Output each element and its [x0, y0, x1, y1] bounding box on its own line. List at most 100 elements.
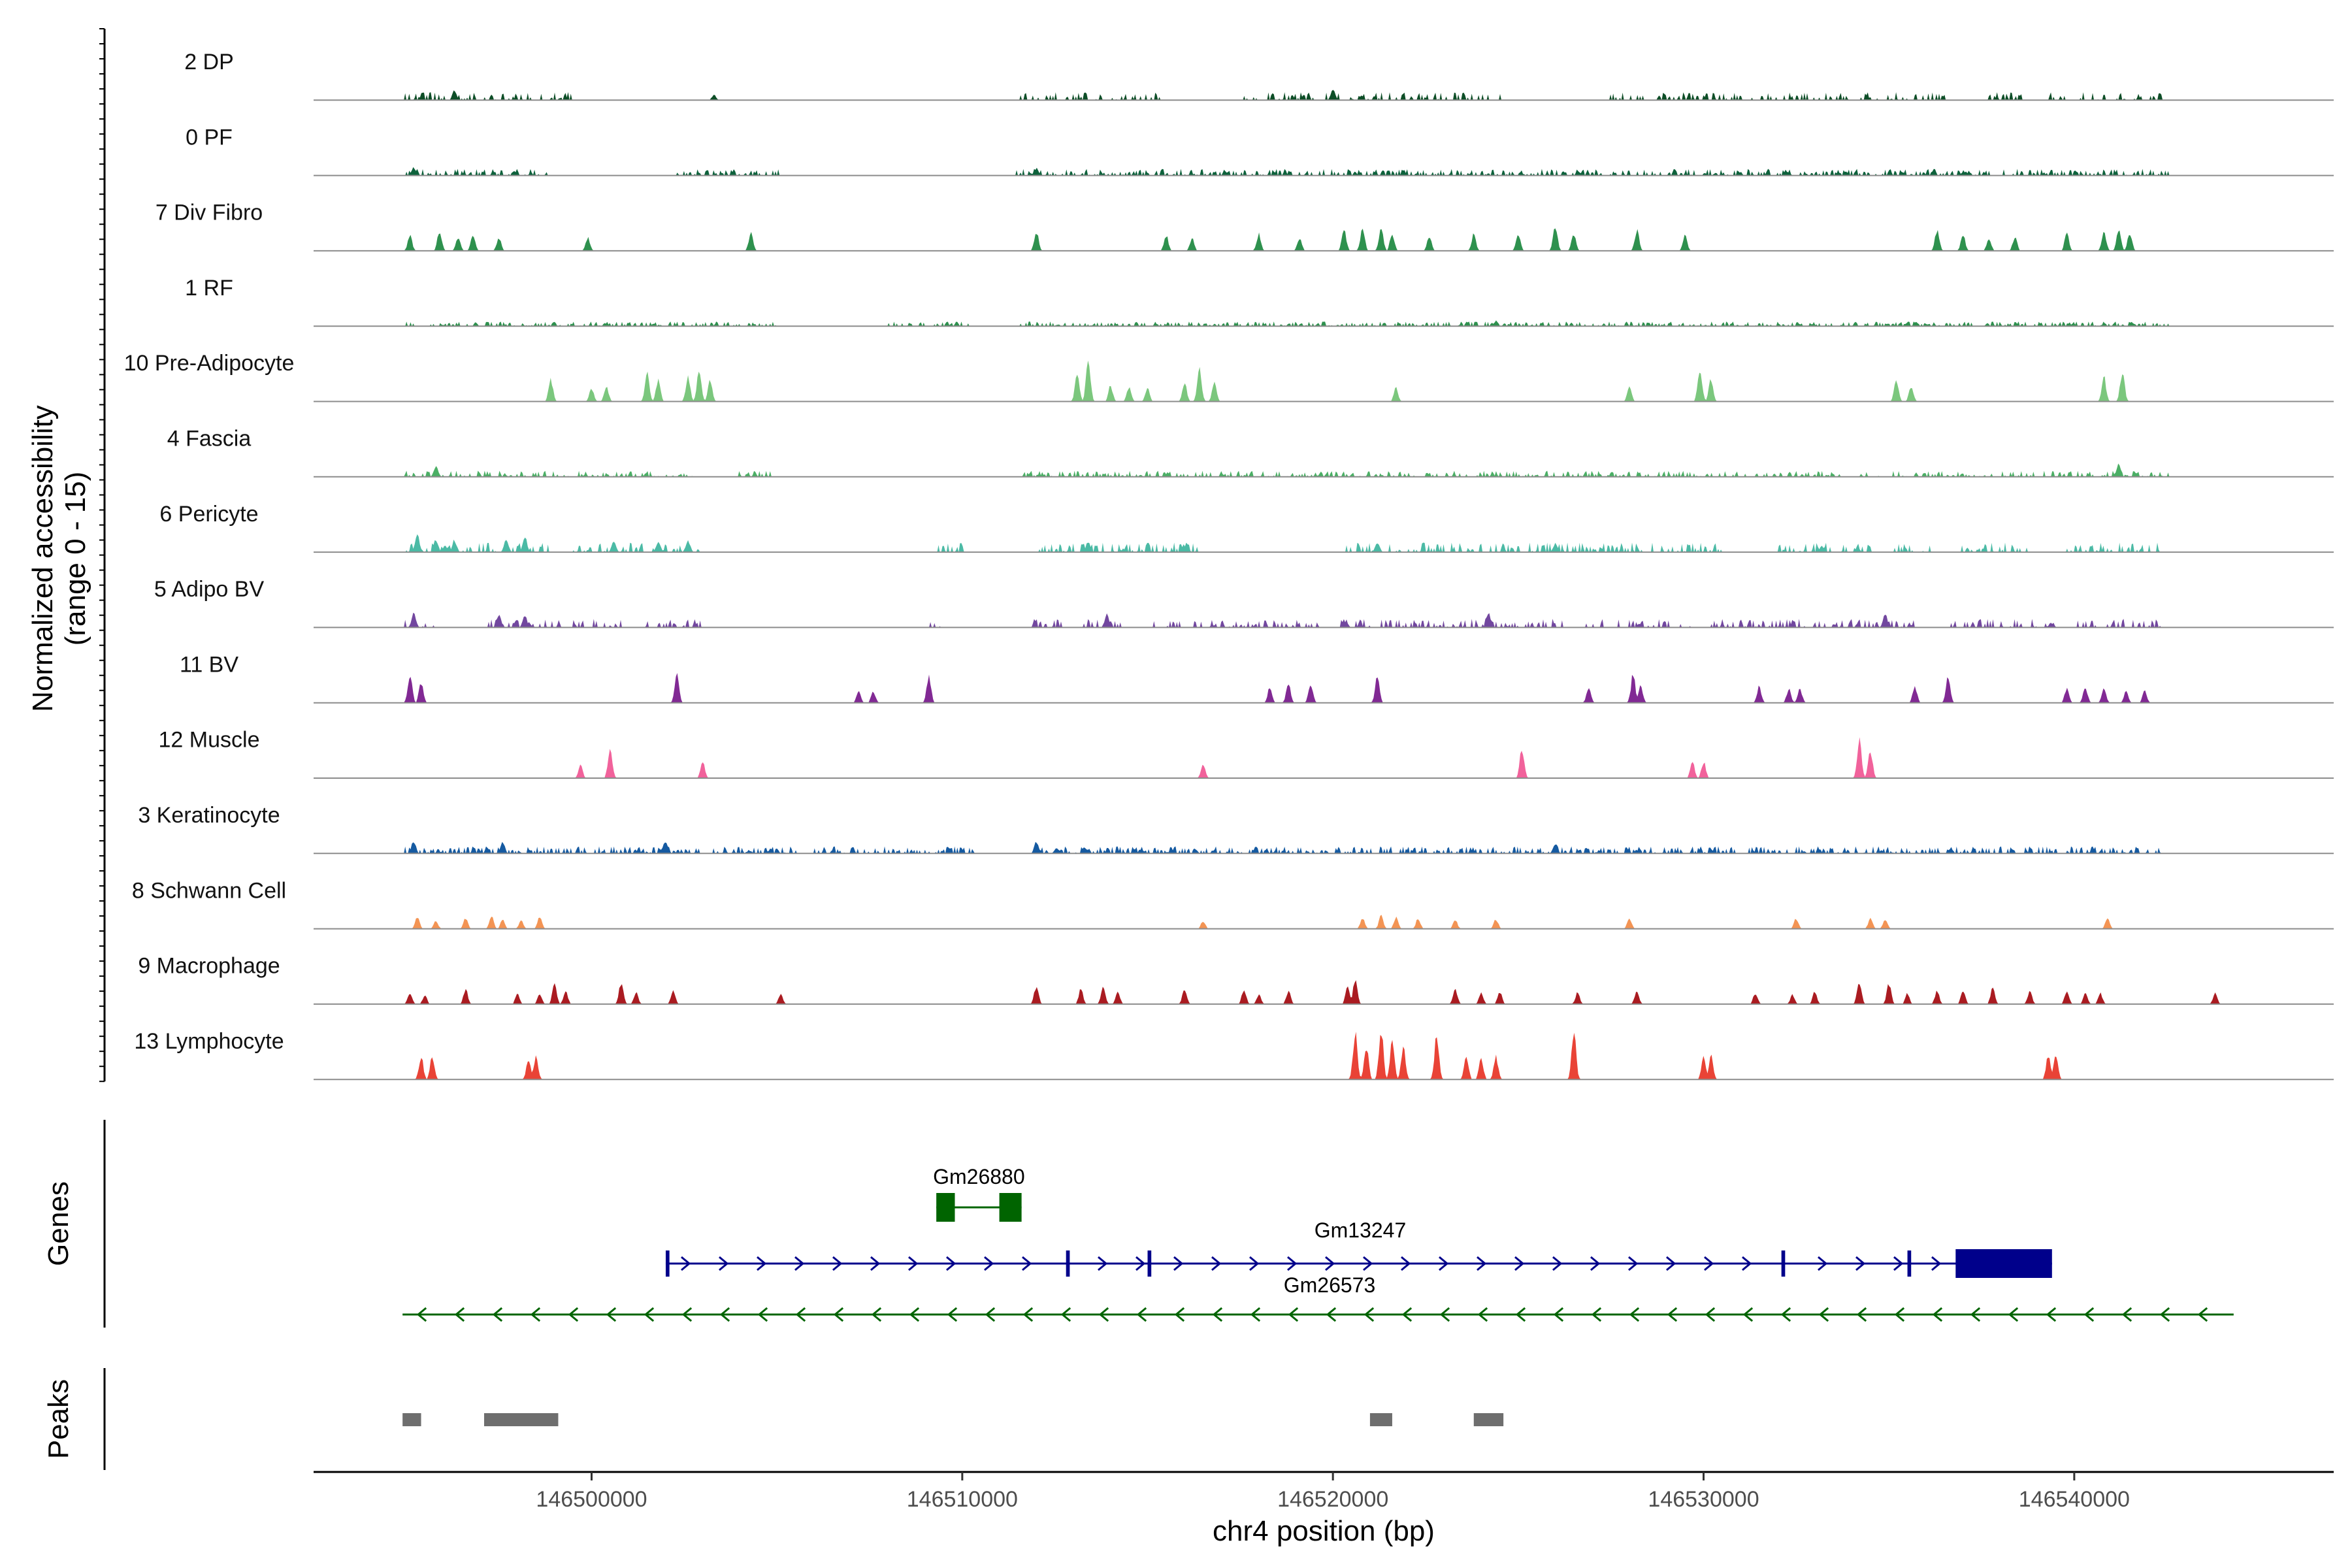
- strand-chevron: [1742, 1307, 1754, 1322]
- strand-chevron: [1856, 1307, 1867, 1322]
- exon-block: [1907, 1250, 1912, 1277]
- strand-chevron: [1325, 1256, 1335, 1271]
- strand-chevron: [1439, 1307, 1450, 1322]
- strand-chevron: [1818, 1256, 1828, 1271]
- exon-block: [665, 1250, 670, 1277]
- coverage-area: [314, 228, 2334, 251]
- strand-chevron: [1629, 1307, 1640, 1322]
- strand-chevron: [1515, 1307, 1526, 1322]
- strand-chevron: [1628, 1256, 1639, 1271]
- strand-chevron: [606, 1307, 617, 1322]
- strand-chevron: [757, 1256, 767, 1271]
- coverage-area: [314, 463, 2334, 477]
- peak-region-bar: [1369, 1413, 1392, 1426]
- track-label: 2 DP: [184, 50, 234, 74]
- track-label: 4 Fascia: [167, 427, 252, 451]
- exon-block: [1066, 1250, 1070, 1277]
- strand-chevron: [1514, 1256, 1525, 1271]
- coverage-area: [314, 167, 2334, 176]
- gene-gm26573: Gm26573: [402, 1273, 2234, 1322]
- track-8-schwann-cell: 8 Schwann Cell: [132, 878, 2334, 930]
- strand-chevron: [1591, 1307, 1602, 1322]
- x-tick-label: 146500000: [536, 1487, 647, 1512]
- coverage-area: [314, 737, 2334, 778]
- strand-chevron: [1287, 1256, 1298, 1271]
- x-tick-label: 146540000: [2019, 1487, 2130, 1512]
- track-label: 3 Keratinocyte: [138, 803, 280, 828]
- strand-chevron: [1060, 1307, 1071, 1322]
- strand-chevron: [1135, 1256, 1146, 1271]
- strand-chevron: [416, 1307, 427, 1322]
- strand-chevron: [568, 1307, 579, 1322]
- peak-region-bar: [402, 1413, 421, 1426]
- strand-chevron: [909, 1307, 920, 1322]
- track-12-muscle: 12 Muscle: [159, 728, 2334, 779]
- strand-chevron: [1364, 1307, 1375, 1322]
- gene-label: Gm26573: [1284, 1273, 1376, 1297]
- track-10-pre-adipocyte: 10 Pre-Adipocyte: [124, 351, 2334, 402]
- strand-chevron: [1932, 1307, 1943, 1322]
- peak-region-bar: [483, 1413, 559, 1426]
- strand-chevron: [1704, 1256, 1714, 1271]
- strand-chevron: [1590, 1256, 1601, 1271]
- track-13-lymphocyte: 13 Lymphocyte: [134, 1029, 2334, 1081]
- track-9-macrophage: 9 Macrophage: [138, 954, 2334, 1005]
- y-axis-title-line1: Normalized accessibility: [27, 405, 59, 711]
- peak-region-bar: [1473, 1413, 1504, 1426]
- exon-block: [1781, 1250, 1786, 1277]
- strand-chevron: [1174, 1307, 1185, 1322]
- strand-chevron: [1098, 1256, 1108, 1271]
- strand-chevron: [1666, 1256, 1676, 1271]
- track-1-rf: 1 RF: [185, 276, 2334, 327]
- coverage-tracks: 2 DP 0 PF 7 Div Fibro 1 RF 10 Pre-Adipocyte 4…: [124, 50, 2334, 1081]
- track-0-pf: 0 PF: [186, 125, 2334, 176]
- strand-chevron: [1667, 1307, 1678, 1322]
- strand-chevron: [492, 1307, 503, 1322]
- track-11-bv: 11 BV: [180, 652, 2334, 704]
- coverage-area: [314, 534, 2334, 553]
- track-label: 0 PF: [186, 125, 233, 150]
- track-7-div-fibro: 7 Div Fibro: [155, 201, 2334, 252]
- strand-chevron: [1173, 1256, 1184, 1271]
- coverage-area: [314, 612, 2334, 628]
- track-label: 12 Muscle: [159, 728, 260, 753]
- strand-chevron: [1931, 1256, 1942, 1271]
- peak-regions-panel: [402, 1413, 1504, 1426]
- strand-chevron: [1780, 1307, 1791, 1322]
- gene-label: Gm26880: [933, 1165, 1025, 1188]
- strand-chevron: [2197, 1307, 2208, 1322]
- y-axis-title-line2: (range 0 - 15): [59, 472, 91, 646]
- strand-chevron: [1477, 1307, 1488, 1322]
- strand-chevron: [719, 1307, 730, 1322]
- coverage-area: [314, 320, 2334, 327]
- coverage-area: [314, 980, 2334, 1004]
- exon-block: [936, 1193, 955, 1222]
- track-label: 1 RF: [185, 276, 233, 301]
- gene-gm26880: Gm26880: [933, 1165, 1025, 1222]
- coverage-area: [314, 915, 2334, 929]
- strand-chevron: [1552, 1256, 1563, 1271]
- strand-chevron: [1326, 1307, 1337, 1322]
- strand-chevron: [644, 1307, 655, 1322]
- strand-chevron: [1136, 1307, 1147, 1322]
- strand-chevron: [1705, 1307, 1716, 1322]
- coverage-y-axis: [99, 28, 106, 1083]
- strand-chevron: [1855, 1256, 1866, 1271]
- strand-chevron: [2083, 1307, 2095, 1322]
- coverage-area: [314, 841, 2334, 854]
- strand-chevron: [833, 1307, 844, 1322]
- x-tick-label: 146510000: [907, 1487, 1018, 1512]
- strand-chevron: [795, 1307, 806, 1322]
- track-label: 11 BV: [180, 652, 238, 677]
- track-label: 7 Div Fibro: [155, 201, 263, 225]
- strand-chevron: [2008, 1307, 2019, 1322]
- strand-chevron: [871, 1307, 882, 1322]
- strand-chevron: [1553, 1307, 1564, 1322]
- strand-chevron: [1893, 1256, 1904, 1271]
- strand-chevron: [946, 1256, 956, 1271]
- track-6-pericyte: 6 Pericyte: [159, 502, 2334, 553]
- gene-label: Gm13247: [1315, 1218, 1407, 1242]
- strand-chevron: [1439, 1256, 1449, 1271]
- peaks-panel-label: Peaks: [42, 1379, 74, 1459]
- strand-chevron: [1363, 1256, 1373, 1271]
